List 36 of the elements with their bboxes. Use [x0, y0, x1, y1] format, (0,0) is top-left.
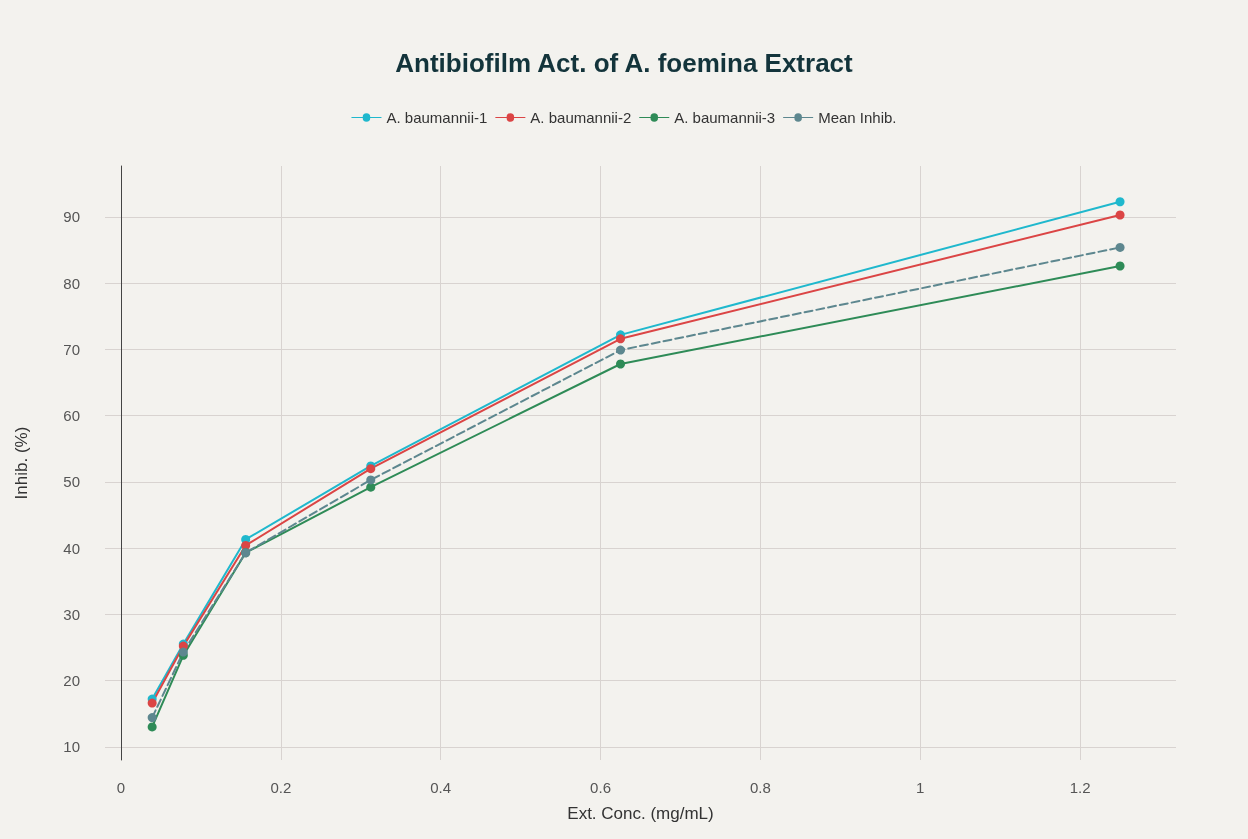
point: [147, 698, 157, 708]
point: [241, 540, 251, 550]
legend-label: A. baumannii-3: [674, 109, 776, 126]
x-tick-label: 1.2: [1069, 779, 1091, 796]
point: [147, 722, 157, 732]
x-tick-label: 1: [916, 779, 925, 796]
point: [1115, 242, 1125, 252]
y-tick-label: 90: [63, 208, 80, 226]
point: [616, 345, 626, 355]
y-tick-label: 60: [63, 407, 80, 425]
x-tick-label: 0.2: [270, 779, 292, 796]
point: [1115, 210, 1125, 220]
y-tick-label: 10: [63, 738, 80, 756]
y-axis-title: Inhib. (%): [12, 426, 31, 500]
x-tick-label: 0.6: [590, 779, 611, 796]
x-axis-title: Ext. Conc. (mg/mL): [567, 804, 714, 823]
y-tick-label: 20: [63, 672, 80, 690]
point: [1115, 261, 1125, 271]
chart-title: Antibiofilm Act. of A. foemina Extract: [395, 48, 854, 78]
x-tick-label: 0.8: [749, 779, 771, 796]
y-tick-label: 80: [63, 274, 80, 292]
legend-label: Mean Inhib.: [818, 109, 897, 126]
y-tick-label: 40: [63, 539, 80, 557]
legend-label: A. baumannii-2: [530, 109, 632, 126]
legend-label: A. baumannii-1: [386, 109, 488, 126]
point: [366, 482, 376, 492]
y-tick-label: 30: [63, 605, 80, 623]
y-tick-label: 70: [63, 340, 80, 358]
point: [147, 713, 157, 723]
point: [366, 475, 376, 485]
x-tick-label: 0.4: [430, 779, 452, 796]
point: [616, 359, 626, 369]
point: [1115, 197, 1125, 207]
y-tick-label: 50: [63, 473, 80, 491]
point: [616, 334, 626, 344]
x-tick-label: 0: [116, 779, 126, 796]
